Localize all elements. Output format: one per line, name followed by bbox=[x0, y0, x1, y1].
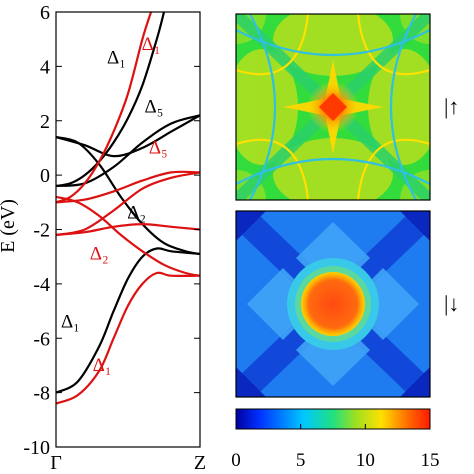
band-label-minority: Δ₁ bbox=[93, 355, 112, 376]
y-tick-label: -8 bbox=[33, 383, 50, 405]
y-tick-label: -10 bbox=[23, 437, 50, 459]
band-line-majority-5 bbox=[56, 247, 200, 394]
band-line-minority-9 bbox=[56, 195, 200, 277]
x-tick-label: Z bbox=[194, 452, 206, 474]
band-line-minority-11 bbox=[56, 271, 200, 405]
heatmap-majority bbox=[235, 13, 431, 201]
band-line-minority-6 bbox=[56, 12, 153, 204]
spin-down-label: |↓ bbox=[444, 291, 459, 316]
colorbar-tick-label: 15 bbox=[421, 450, 440, 471]
y-tick-label: -4 bbox=[33, 274, 50, 296]
colorbar-gradient bbox=[235, 408, 431, 430]
band-label-minority: Δ₁ bbox=[142, 34, 161, 55]
band-label-minority: Δ₂ bbox=[90, 243, 109, 264]
band-label-minority: Δ₅ bbox=[149, 137, 168, 158]
y-tick-label: -2 bbox=[33, 220, 50, 242]
band-line-majority-4 bbox=[56, 136, 200, 256]
heatmap-minority bbox=[235, 210, 431, 398]
band-line-minority-8 bbox=[56, 170, 200, 204]
band-label-majority: Δ₅ bbox=[144, 97, 163, 118]
y-tick-label: 0 bbox=[40, 165, 50, 187]
colorbar-tick-label: 10 bbox=[356, 450, 375, 471]
band-labels: Δ₁ Δ₁ Δ₅ Δ₅ Δ₂ Δ₂ Δ₁ Δ₁ bbox=[61, 34, 168, 376]
colorbar-ticks: 0 5 10 15 bbox=[231, 424, 440, 471]
band-line-minority-7 bbox=[56, 171, 200, 236]
band-line-minority-10 bbox=[56, 222, 200, 236]
y-tick-label: 2 bbox=[40, 111, 50, 133]
y-tick-label: -6 bbox=[33, 328, 50, 350]
y-axis-label: E (eV) bbox=[0, 199, 19, 253]
y-tick-label: 6 bbox=[40, 2, 50, 24]
heatmap-majority-frame bbox=[235, 13, 431, 201]
x-tick-label: Γ bbox=[50, 452, 62, 474]
heatmap-minority-frame bbox=[235, 210, 431, 398]
band-label-majority: Δ₂ bbox=[127, 203, 146, 224]
band-label-majority: Δ₁ bbox=[61, 311, 80, 332]
y-axis-ticks: -10 -8 -6 -4 -2 0 2 4 6 bbox=[23, 2, 200, 459]
band-line-majority-1 bbox=[56, 12, 166, 188]
band-curves bbox=[56, 12, 200, 405]
colorbar-tick-label: 0 bbox=[231, 450, 241, 471]
y-tick-label: 4 bbox=[40, 56, 50, 78]
spin-up-label: |↑ bbox=[444, 94, 459, 119]
colorbar-tick-label: 5 bbox=[296, 450, 306, 471]
band-label-majority: Δ₁ bbox=[107, 48, 126, 69]
colorbar: 0 5 10 15 bbox=[231, 408, 440, 471]
band-line-majority-3 bbox=[56, 114, 200, 188]
